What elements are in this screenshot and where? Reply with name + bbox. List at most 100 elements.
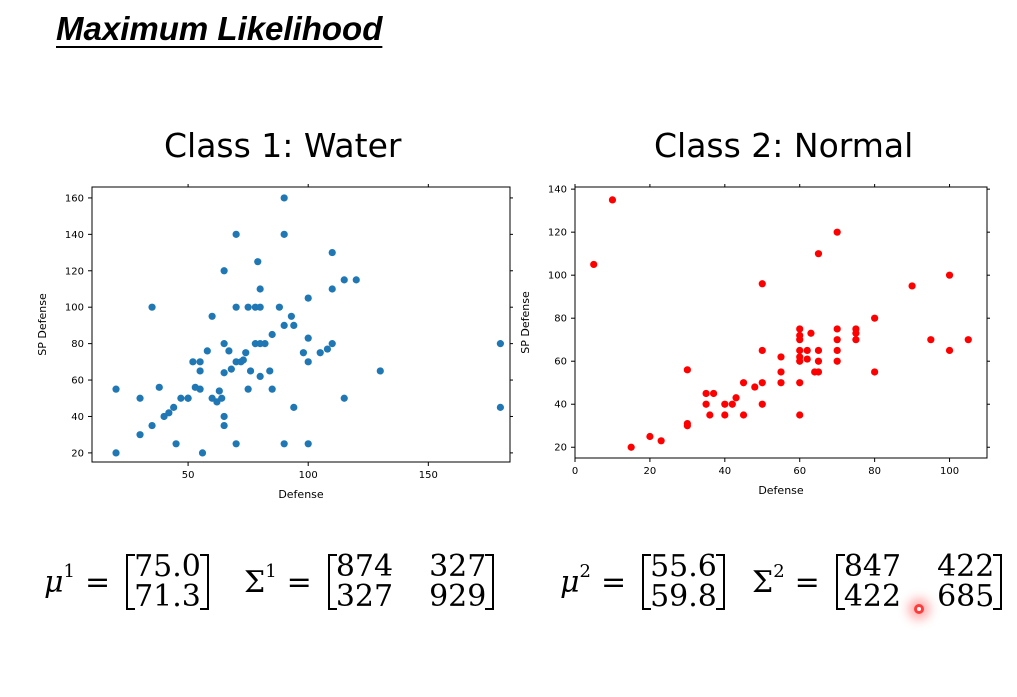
data-point: [290, 403, 298, 411]
matrix-cell: 874: [335, 549, 394, 584]
data-point: [796, 346, 804, 355]
page-title: Maximum Likelihood: [56, 10, 383, 47]
data-point: [702, 389, 710, 398]
data-point: [945, 271, 954, 279]
data-point: [244, 385, 252, 393]
data-point: [814, 346, 823, 355]
y-axis-label: SP Defense: [36, 293, 49, 356]
data-point: [758, 280, 766, 288]
data-point: [287, 312, 295, 320]
data-point: [148, 421, 156, 430]
data-point: [646, 432, 654, 441]
data-point: [304, 440, 312, 448]
data-point: [964, 336, 972, 344]
data-point: [945, 346, 954, 355]
x-tick-label: 100: [299, 470, 318, 481]
data-point: [196, 385, 204, 393]
x-tick-label: 150: [419, 470, 438, 481]
data-point: [758, 379, 766, 387]
data-point: [227, 365, 235, 373]
data-point: [340, 276, 348, 284]
charts-canvas: 50 100 150 20 40 60 80 100 120 140 160 Defense SP De…: [36, 184, 990, 501]
y-tick-label: 100: [548, 271, 567, 282]
data-point: [220, 412, 228, 421]
data-point: [170, 403, 178, 411]
data-point: [796, 336, 804, 344]
data-point: [814, 357, 823, 365]
data-point: [803, 346, 811, 355]
data-point: [796, 325, 804, 333]
data-point: [172, 440, 180, 448]
x-tick-label: 60: [793, 466, 806, 477]
data-point: [198, 449, 207, 457]
matrix-cell: 55.6: [650, 549, 717, 584]
matrix-cell: 422: [843, 579, 902, 614]
y-tick-label: 20: [554, 443, 567, 454]
data-point: [220, 267, 228, 275]
y-tick-label: 60: [71, 376, 84, 387]
data-point: [268, 385, 276, 393]
laser-pointer-icon: [914, 604, 924, 614]
equals-sign: =: [600, 564, 627, 600]
data-point: [608, 196, 617, 204]
data-point: [268, 330, 276, 339]
data-point: [709, 389, 718, 398]
data-point: [218, 394, 226, 402]
data-point: [280, 230, 288, 238]
data-point: [239, 356, 247, 364]
data-point: [246, 367, 255, 375]
data-point: [496, 340, 504, 348]
data-point: [376, 367, 384, 375]
data-point: [702, 400, 710, 408]
data-point: [242, 349, 250, 357]
matrix-cell: 847: [843, 549, 902, 584]
y-axis-label: SP Defense: [519, 291, 532, 354]
y-tick-label: 80: [554, 314, 567, 325]
y-tick-label: 20: [71, 448, 84, 459]
data-point: [796, 379, 804, 387]
matrix-cell: 929: [429, 579, 487, 614]
data-point: [721, 411, 729, 419]
data-point: [232, 440, 240, 448]
matrix-cell: 327: [335, 579, 394, 614]
covariance-matrix-class1: 874 327 327 929: [327, 549, 495, 614]
y-tick-label: 140: [548, 185, 567, 196]
y-tick-label: 40: [554, 400, 567, 411]
data-point: [256, 372, 264, 381]
data-point: [803, 355, 811, 363]
data-point: [758, 346, 766, 355]
data-point: [323, 345, 332, 353]
data-point: [112, 385, 120, 393]
chart-title-class2: Class 2: Normal: [654, 126, 914, 165]
data-point: [927, 336, 935, 344]
data-point: [852, 336, 860, 344]
data-point: [739, 379, 748, 387]
data-point: [833, 357, 841, 365]
data-point: [627, 443, 635, 451]
data-point: [299, 349, 308, 357]
data-point: [304, 358, 312, 366]
chart-title-class1: Class 1: Water: [164, 126, 402, 165]
plot-frame: [91, 186, 511, 463]
data-point: [833, 228, 841, 236]
data-point: [177, 394, 185, 402]
data-point: [706, 411, 714, 419]
mean-vector-class2: 55.6 59.8: [642, 552, 725, 612]
data-point: [304, 334, 312, 342]
data-point: [833, 325, 841, 333]
x-tick-label: 100: [940, 466, 959, 477]
equals-sign: =: [794, 564, 820, 600]
data-point: [833, 346, 841, 355]
data-point: [340, 394, 348, 402]
data-point: [203, 347, 211, 355]
data-point: [189, 358, 197, 366]
data-point: [225, 347, 233, 355]
data-point: [814, 250, 823, 258]
data-point: [280, 194, 288, 202]
data-point: [590, 260, 598, 269]
x-tick-label: 0: [572, 466, 578, 477]
data-point: [215, 387, 223, 395]
covariance-matrix-class2: 847 422 422 685: [835, 549, 1003, 614]
data-point: [739, 411, 748, 419]
y-tick-label: 80: [71, 339, 84, 350]
